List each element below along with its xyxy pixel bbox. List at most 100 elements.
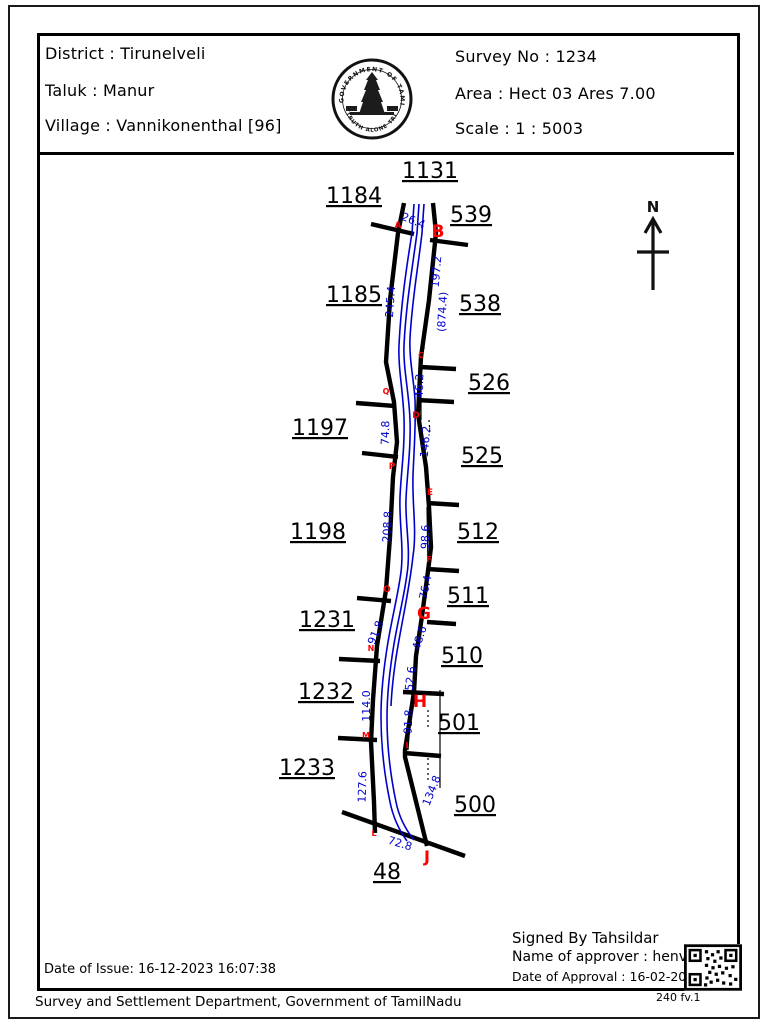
point-label: F [426, 555, 431, 564]
point-label: O [383, 585, 391, 595]
parcel-label: 538 [459, 292, 501, 317]
issue-date-label: Date of Issue: 16-12-2023 16:07:38 [44, 962, 277, 977]
cross-road-q [355, 400, 396, 409]
stream-lines [380, 203, 425, 842]
measurement-label: 146.2 [418, 425, 434, 458]
emblem-inner-ring [342, 69, 402, 129]
village-label: Village : Vannikonenthal [96] [45, 116, 282, 135]
measurement-label: 46.2 [413, 373, 427, 398]
measurement-label: 134.8 [420, 774, 444, 808]
dotted-ticks [423, 342, 431, 780]
taluk-label: Taluk : Manur [45, 81, 155, 100]
point-label: N [368, 644, 375, 653]
measurement-label: 52.6 [403, 666, 419, 692]
scale-label: Scale : 1 : 5003 [455, 119, 584, 138]
qr-code [684, 944, 742, 991]
parcel-label: 48 [373, 860, 401, 885]
parcel-label: 510 [441, 644, 483, 669]
point-label: B [432, 222, 445, 242]
parcel-label: 1231 [299, 608, 355, 633]
department-label: Survey and Settlement Department, Govern… [35, 994, 462, 1010]
bottom-road [341, 809, 466, 859]
cross-road-n [338, 656, 381, 664]
survey-sketch: 1131 1184 539 1185 538 526 1197 525 1198… [279, 159, 669, 885]
cross-road-b [429, 237, 469, 248]
offset-line-hi [407, 695, 413, 751]
parcel-label: 526 [468, 371, 510, 396]
measurement-label: 197.2 [429, 255, 445, 288]
signed-by-label: Signed By Tahsildar [512, 929, 659, 947]
district-label: District : Tirunelveli [45, 44, 206, 63]
cross-road-e [426, 500, 460, 508]
offset-line-fg [421, 571, 429, 616]
header-separator-line [40, 152, 734, 155]
parcel-label: 525 [461, 444, 503, 469]
point-label: D [412, 411, 419, 421]
parcel-label: 1184 [326, 184, 382, 209]
vertex-point-labels: A B Q C D P E F O G N H M I L J [362, 221, 444, 866]
north-arrow-icon: N [637, 198, 669, 290]
offset-line-gh [412, 656, 417, 692]
parcel-label: 539 [450, 203, 492, 228]
measurement-label: 74.8 [379, 420, 393, 445]
point-label: M [362, 731, 370, 740]
parcel-label: 1233 [279, 756, 335, 781]
parcel-labels: 1131 1184 539 1185 538 526 1197 525 1198… [279, 159, 510, 885]
cross-road-o [356, 595, 392, 604]
point-label: A [395, 221, 402, 231]
measurement-label: 91.8 [401, 709, 415, 734]
outer-page-border [8, 5, 760, 1019]
area-label: Area : Hect 03 Ares 7.00 [455, 84, 656, 103]
tamilnadu-emblem-icon: GOVERNMENT OF TAMIL NADU TRUTH ALONE TRI… [331, 58, 413, 140]
measurement-label: 208.8 [380, 511, 395, 543]
qr-finder-outlines [688, 948, 738, 987]
parcel-label: 1198 [290, 520, 346, 545]
point-label: C [418, 351, 424, 360]
measurement-label: 76.4 [417, 574, 435, 601]
measurement-label: 114.0 [360, 690, 373, 722]
north-arrow-head [643, 215, 663, 234]
survey-no-label: Survey No : 1234 [455, 47, 597, 66]
approver-name-label: Name of approver : henv [512, 949, 687, 965]
measurement-label: 91.8 [365, 619, 386, 647]
point-label: H [413, 692, 427, 712]
cross-road-p [361, 450, 399, 460]
stream-line-3 [390, 203, 425, 707]
measurement-label: 127.6 [355, 771, 369, 803]
dotted-tick-d [428, 419, 431, 435]
measurement-label: 98.6 [419, 524, 433, 549]
point-label: Q [383, 387, 390, 396]
strip-left-boundary [368, 202, 407, 834]
emblem-outer-ring [331, 58, 413, 140]
offset-line-g1 [416, 616, 423, 655]
offset-lines [407, 350, 441, 788]
qr-modules [693, 950, 738, 987]
measurement-label: 48.6 [410, 624, 430, 651]
cross-road-d [416, 397, 455, 405]
parcel-label: 511 [447, 584, 489, 609]
offset-line-ef [426, 506, 429, 569]
strip-right-boundary [402, 202, 439, 847]
boundary-lines [337, 202, 469, 859]
point-label: G [417, 604, 431, 624]
cross-road-c [419, 364, 457, 372]
form-number-label: 240 fv.1 [656, 991, 701, 1004]
measurement-label: 245.4 [383, 286, 398, 318]
cross-road-g [426, 619, 457, 627]
parcel-label: 512 [457, 520, 499, 545]
point-label: J [423, 847, 430, 866]
cross-road-m [337, 735, 378, 743]
cross-road-i [403, 750, 442, 759]
point-label: I [406, 741, 409, 750]
cross-road-h [402, 689, 445, 697]
parcel-label: 501 [438, 711, 480, 736]
cross-road-f [426, 566, 460, 574]
measurement-label: (874.4) [435, 291, 450, 332]
stream-line-2 [386, 203, 420, 841]
parcel-label: 500 [454, 793, 496, 818]
point-label: P [389, 462, 396, 472]
parcel-label: 1232 [298, 680, 354, 705]
point-label: L [371, 829, 376, 838]
parcel-label: 1131 [402, 159, 458, 184]
